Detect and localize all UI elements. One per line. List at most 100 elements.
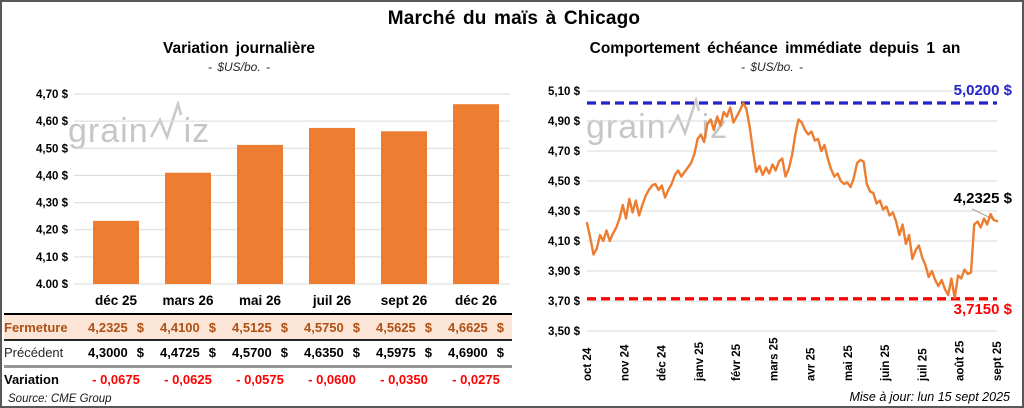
line-y-tick: 4,30 $ [548,206,581,218]
bar-y-tick: 4,30 $ [36,198,69,210]
bar-chart-subtitle: - $US/bo. - [207,60,271,74]
current-price-label: 4,2325 $ [953,190,1012,207]
row-label: Fermeture [4,319,68,335]
price-cell: 4,2325 $ [80,314,152,340]
line-x-tick: août 25 [955,340,967,381]
line-x-tick: avr 25 [806,347,818,381]
line-chart-title: Comportement échéance immédiate depuis 1… [589,40,961,57]
price-value: 4,4725 [160,345,200,361]
price-cell: - 0,0625 [152,366,224,392]
page-title: Marché du maïs à Chicago [387,8,641,29]
currency-symbol: $ [496,319,504,335]
column-header: juil 26 [296,288,368,315]
bar-mai 26 [237,144,283,284]
price-value: 4,5625 [376,319,416,335]
table-corner-cell [4,288,80,315]
price-value: 4,5700 [232,345,272,361]
price-cell: - 0,0275 [440,366,512,392]
price-value: 4,4100 [160,319,200,335]
line-y-tick: 4,10 $ [548,236,581,248]
daily-variation-bar-chart: 4,00 $ 4,10 $ 4,20 $ 4,30 $ 4,40 $ 4,50 $ 4,60… [36,89,510,288]
source-note: Source: CME Group [8,393,112,405]
price-value: 4,2325 [88,319,128,335]
price-value: - 0,0600 [308,372,356,388]
line-x-tick: juin 25 [880,344,892,382]
column-header: déc 25 [80,288,152,315]
price-cell: 4,5700 $ [224,340,296,366]
bar-y-tick: 4,60 $ [36,116,69,128]
watermark-text: grain [586,108,667,146]
price-value: 4,3000 [88,345,128,361]
currency-symbol: $ [208,319,216,335]
price-cell: 4,6900 $ [440,340,512,366]
price-cell: 4,5975 $ [368,340,440,366]
price-value: 4,6350 [304,345,344,361]
futures-price-table: déc 25 mars 26 mai 26 juil 26 sept 26 déc 26 F… [4,288,512,392]
price-value: - 0,0625 [164,372,212,388]
table-row: Précédent 4,3000 $4,4725 $4,5700 $4,6350 $4,5… [4,340,512,366]
line-x-tick: sept 25 [992,341,1004,381]
line-y-tick: 3,70 $ [548,296,581,308]
price-value: 4,6900 [448,345,488,361]
price-cell: 4,5750 $ [296,314,368,340]
bar-déc 26 [453,104,499,284]
watermark-text: grain [68,112,149,150]
price-value: 4,6625 [448,319,488,335]
price-cell: - 0,0575 [224,366,296,392]
grainwiz-watermark: grain iz [68,101,211,154]
price-value: 4,5125 [232,319,272,335]
line-x-tick: oct 24 [582,347,594,381]
column-header: mai 26 [224,288,296,315]
line-x-tick: mars 25 [768,337,780,381]
price-value: - 0,0675 [92,372,140,388]
price-value: 4,5975 [376,345,416,361]
line-y-tick: 3,50 $ [548,326,581,338]
price-value: - 0,0350 [380,372,428,388]
row-label: Précédent [4,345,64,361]
low-reference-label: 3,7150 $ [953,301,1012,318]
line-chart-subtitle: - $US/bo. - [740,60,804,74]
price-cell: 4,6350 $ [296,340,368,366]
currency-symbol: $ [424,319,432,335]
price-cell: 4,5125 $ [224,314,296,340]
front-month-line-chart: 3,50 $ 3,70 $ 3,90 $ 4,10 $ 4,30 $ 4,50 $ 4,70… [548,86,1004,382]
currency-symbol: $ [352,345,360,361]
high-reference-label: 5,0200 $ [953,82,1012,99]
currency-symbol: $ [352,319,360,335]
table-header-row: déc 25 mars 26 mai 26 juil 26 sept 26 déc 26 [4,288,512,315]
column-header: mars 26 [152,288,224,315]
bar-chart-title: Variation journalière [162,40,316,57]
line-x-tick: mai 25 [843,345,855,381]
line-y-tick: 5,10 $ [548,86,581,98]
bar-y-tick: 4,40 $ [36,170,69,182]
price-cell: 4,4100 $ [152,314,224,340]
table-row: Fermeture 4,2325 $4,4100 $4,5125 $4,5750 $4,5… [4,314,512,340]
grainwiz-zigzag-icon [667,97,700,137]
update-note: Mise à jour: lun 15 sept 2025 [849,390,1010,404]
line-x-tick: nov 24 [619,344,631,381]
price-cell: 4,4725 $ [152,340,224,366]
line-x-tick: déc 24 [657,345,669,381]
watermark-text: iz [183,112,211,150]
grainwiz-watermark: grain iz [586,97,728,150]
bar-y-tick: 4,20 $ [36,225,69,237]
bar-juil 26 [309,127,355,284]
price-cell: 4,3000 $ [80,340,152,366]
bar-y-tick: 4,50 $ [36,143,69,155]
column-header: déc 26 [440,288,512,315]
price-cell: - 0,0350 [368,366,440,392]
price-cell: 4,5625 $ [368,314,440,340]
currency-symbol: $ [424,345,432,361]
bar-déc 25 [93,220,139,284]
price-value: - 0,0575 [236,372,284,388]
price-value: - 0,0275 [452,372,500,388]
price-cell: - 0,0675 [80,366,152,392]
price-value: 4,5750 [304,319,344,335]
grainwiz-zigzag-icon [149,101,182,141]
line-y-tick: 4,70 $ [548,146,581,158]
column-header: sept 26 [368,288,440,315]
price-cell: - 0,0600 [296,366,368,392]
bar-sept 26 [381,131,427,284]
price-series-line [585,101,999,300]
line-y-tick: 3,90 $ [548,266,581,278]
